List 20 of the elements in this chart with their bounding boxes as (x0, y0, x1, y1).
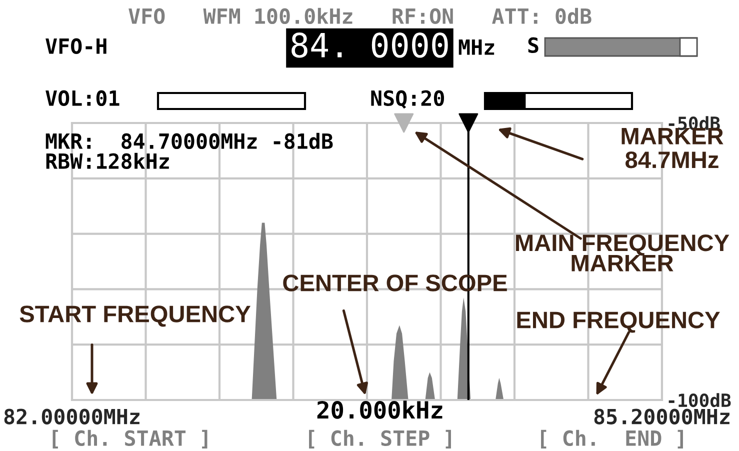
text: VOL:01 (46, 90, 120, 106)
text: [ Ch. END ] (541, 430, 683, 448)
x-tick-label: 85.20000MHz (594, 408, 730, 424)
text: 84. 0000 (292, 32, 448, 58)
annotation: START FREQUENCY (20, 306, 250, 327)
text: NSQ:20 (371, 90, 444, 109)
text: [ Ch. STEP ] (309, 430, 451, 448)
annotation: MKR: 84.70000MHz -81dB (46, 132, 333, 150)
y-tick-label: -100dB (668, 393, 731, 408)
annotation: END FREQUENCY (517, 312, 720, 333)
text: MHz (458, 40, 494, 55)
text: VFO WFM 100.0kHz RF:ON ATT: 0dB (128, 8, 592, 24)
annotation: RBW:128kHz (46, 152, 169, 170)
text: VFO-H (46, 38, 106, 54)
text: [ Ch. START ] (52, 430, 208, 448)
x-tick-label: 82.00000MHz (4, 408, 140, 424)
text: 20.000kHz (317, 400, 442, 419)
text: S (528, 37, 538, 54)
annotation: MARKER 84.7MHz (622, 128, 724, 168)
annotation: MAIN FREQUENCY MARKER (516, 234, 730, 272)
